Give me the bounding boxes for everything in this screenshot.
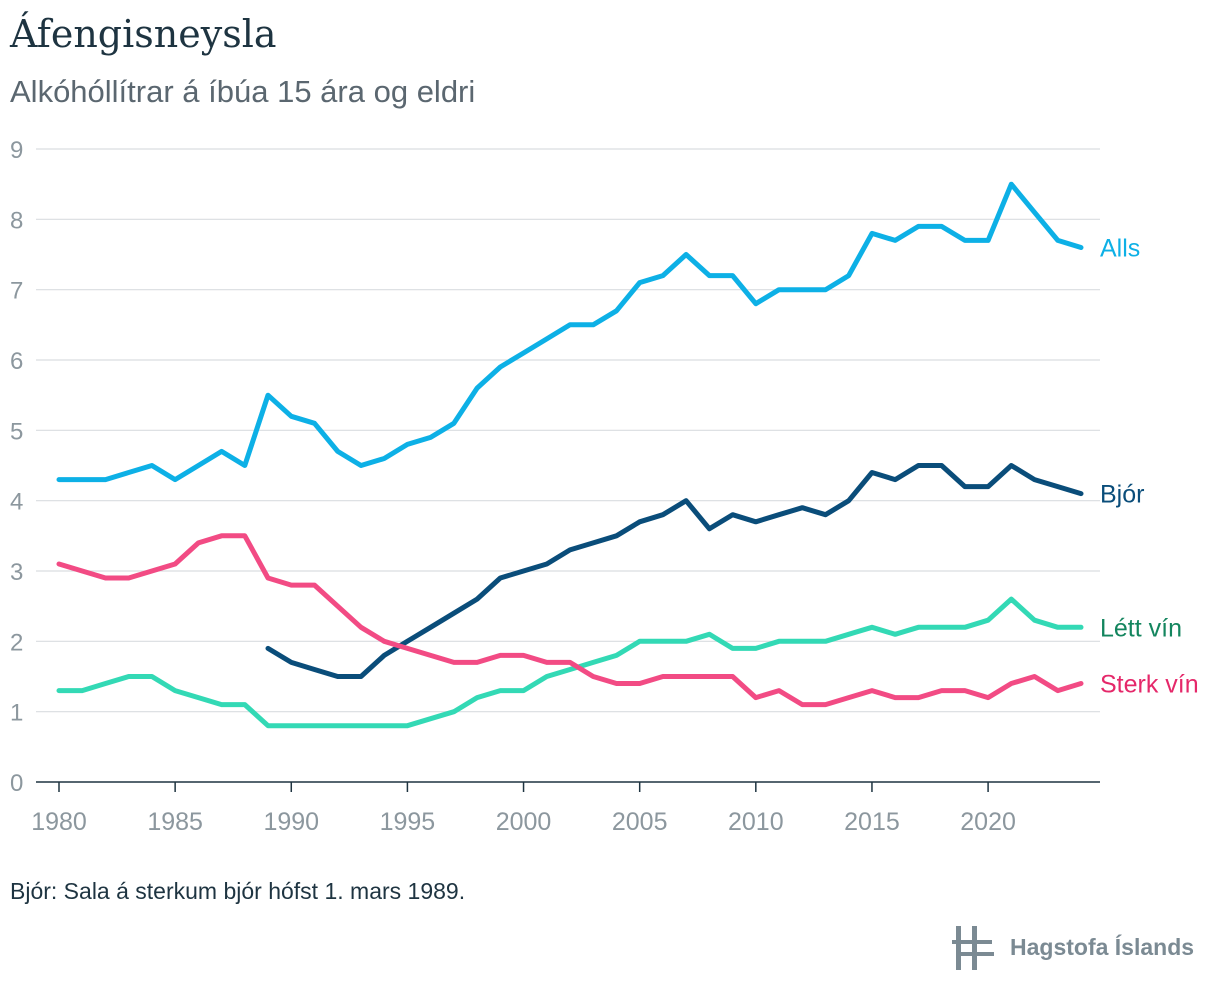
hagstofa-logo-icon [952,926,994,970]
x-tick-label: 1985 [147,808,203,836]
series-line-bjór [265,463,1084,679]
series-label: Alls [1100,234,1140,262]
x-tick-label: 2000 [496,808,552,836]
y-tick-label: 2 [10,629,23,656]
chart-title: Áfengisneysla [10,12,277,56]
y-tick-label: 5 [10,418,23,445]
logo-text: Hagstofa Íslands [1010,934,1195,960]
chart-subtitle: Alkóhóllítrar á íbúa 15 ára og eldri [10,74,476,109]
y-tick-label: 3 [10,559,23,586]
x-tick-label: 2020 [960,808,1016,836]
x-tick-label: 2015 [844,808,900,836]
y-tick-label: 6 [10,348,23,375]
series-label: Sterk vín [1100,671,1199,699]
x-tick-label: 2005 [612,808,668,836]
y-tick-label: 8 [10,207,23,234]
series-line-alls [56,181,1084,483]
x-tick-label: 1995 [380,808,436,836]
y-tick-label: 7 [10,278,23,305]
y-tick-label: 9 [10,137,23,164]
series-label: Létt vín [1100,614,1182,642]
x-tick-label: 2010 [728,808,784,836]
series-line-sterk-vín [56,533,1084,708]
y-tick-label: 1 [10,700,23,727]
series-label: Bjór [1100,481,1144,509]
series-line-létt-vín [56,596,1084,729]
y-tick-label: 0 [10,770,23,797]
x-tick-label: 1980 [31,808,87,836]
hagstofa-logo[interactable]: Hagstofa Íslands [952,924,1212,974]
x-tick-label: 1990 [263,808,319,836]
y-tick-label: 4 [10,489,23,516]
footnote: Bjór: Sala á sterkum bjór hófst 1. mars … [10,878,466,904]
